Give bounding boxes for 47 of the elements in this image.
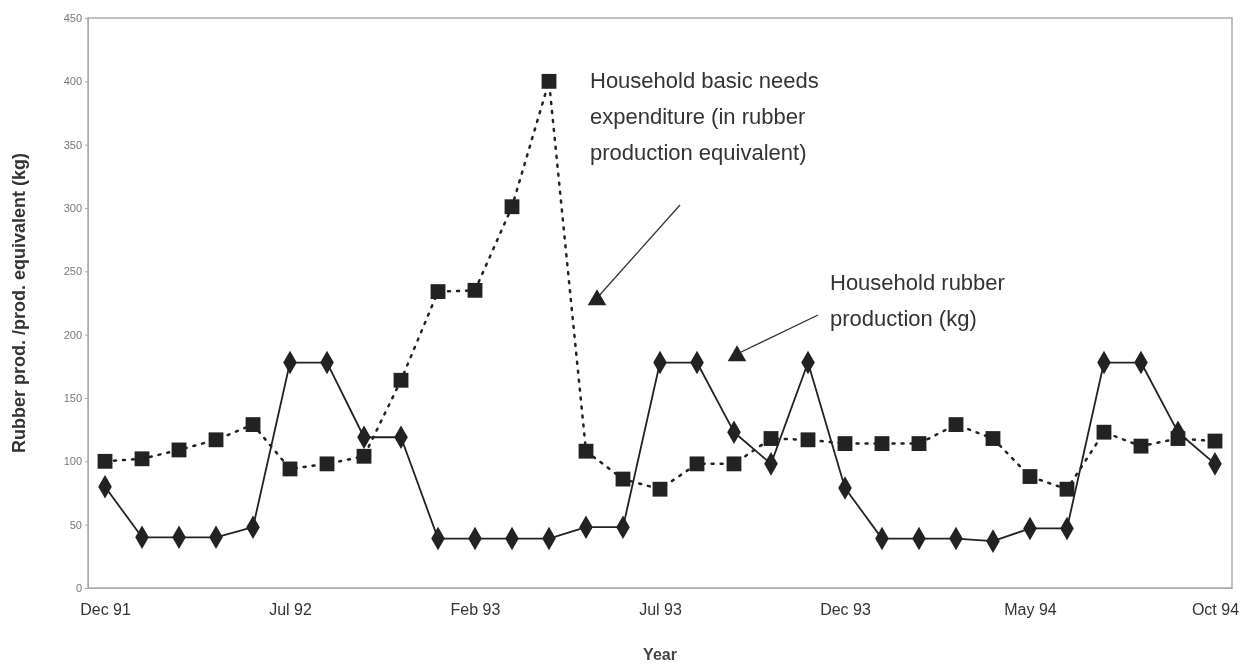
x-tick-label: Feb 93	[450, 601, 501, 619]
point	[1133, 438, 1149, 454]
y-tick-label: 200	[63, 328, 82, 341]
point	[1022, 469, 1038, 484]
point	[689, 456, 705, 472]
x-tick-label: Dec 91	[80, 601, 131, 619]
point	[911, 436, 927, 452]
point	[97, 453, 113, 469]
point	[504, 199, 520, 215]
point	[245, 417, 261, 433]
point	[1059, 481, 1075, 497]
point	[837, 436, 853, 452]
series-label: Household rubber production (kg)	[830, 270, 1005, 331]
point	[541, 73, 557, 89]
point	[134, 451, 150, 467]
y-tick-label: 400	[63, 75, 82, 88]
point	[948, 417, 964, 433]
y-tick-label: 300	[63, 202, 82, 215]
y-tick-label: 100	[63, 455, 82, 468]
point	[393, 372, 409, 388]
y-tick-label: 150	[63, 392, 82, 405]
x-tick-label: Dec 93	[820, 601, 871, 619]
x-tick-label: Oct 94	[1191, 601, 1240, 619]
point	[874, 436, 890, 452]
y-tick-label: 0	[75, 582, 82, 595]
x-tick-label: Jul 93	[639, 601, 682, 619]
point	[208, 432, 224, 448]
point	[652, 481, 668, 497]
y-tick-label: 350	[63, 138, 82, 151]
y-tick-label: 450	[63, 12, 82, 25]
point	[800, 432, 816, 448]
y-tick-label: 250	[63, 265, 82, 278]
x-axis-title: Year	[643, 646, 677, 663]
point	[726, 456, 742, 472]
point	[1096, 424, 1112, 440]
point	[430, 284, 446, 300]
y-tick-label: 50	[69, 518, 82, 531]
point	[763, 431, 779, 446]
point	[578, 443, 594, 459]
point	[467, 282, 483, 298]
point	[356, 448, 372, 464]
x-tick-label: Jul 92	[269, 601, 312, 619]
series-label: Household basic needs expenditure (in rubber production equivalent)	[590, 68, 819, 165]
point	[319, 456, 335, 472]
x-tick-label: May 94	[1004, 601, 1057, 619]
point	[985, 431, 1001, 446]
y-axis-title: Rubber prod. /prod. equivalent (kg)	[9, 152, 29, 454]
